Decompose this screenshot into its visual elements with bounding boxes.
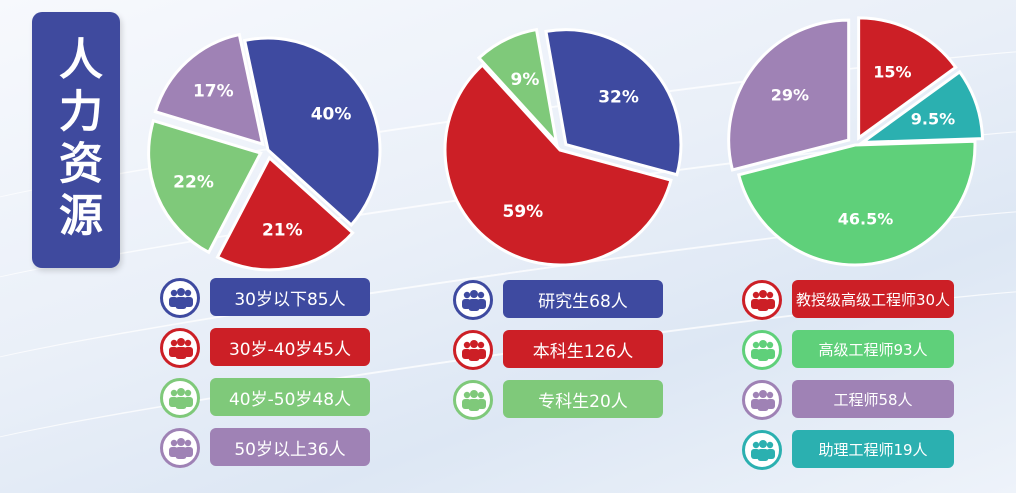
- legend-item: 教授级高级工程师30人: [742, 280, 954, 320]
- legend-item: 研究生68人: [453, 280, 663, 320]
- slice-label: 9%: [511, 70, 540, 90]
- people-icon: [160, 328, 200, 368]
- legend-label: 30岁-40岁45人: [210, 328, 370, 366]
- legend-item: 本科生126人: [453, 330, 663, 370]
- slice-label: 46.5%: [838, 210, 894, 229]
- pie-slice: [857, 69, 985, 145]
- people-icon: [160, 278, 200, 318]
- slice-label: 59%: [503, 202, 544, 222]
- pie-slice: [476, 27, 559, 148]
- people-icon: [742, 380, 782, 420]
- people-icon: [742, 430, 782, 470]
- legend-label: 50岁以上36人: [210, 428, 370, 466]
- slice-label: 32%: [598, 88, 639, 108]
- slice-label: 22%: [173, 172, 214, 192]
- legend-item: 30岁以下85人: [160, 278, 370, 318]
- pie-chart-title: 15% 9.5% 46.5% 29%: [727, 16, 985, 267]
- legend-label: 研究生68人: [503, 280, 663, 318]
- legend-item: 专科生20人: [453, 380, 663, 420]
- slice-label: 40%: [311, 105, 352, 125]
- legend-label: 助理工程师19人: [792, 430, 954, 468]
- people-icon: [453, 330, 493, 370]
- legend-label: 40岁-50岁48人: [210, 378, 370, 416]
- people-icon: [742, 280, 782, 320]
- legend-label: 教授级高级工程师30人: [792, 280, 954, 318]
- pie-slice: [242, 36, 382, 228]
- people-icon: [742, 330, 782, 370]
- people-icon: [453, 380, 493, 420]
- pie-chart-age: 40% 21% 22% 17%: [147, 32, 382, 272]
- pie-slice: [153, 32, 265, 147]
- legend-label: 工程师58人: [792, 380, 954, 418]
- pie-slice: [727, 18, 851, 172]
- pie-slice: [736, 139, 977, 267]
- pie-slice: [857, 16, 958, 141]
- pie-slice: [544, 28, 683, 177]
- pie-chart-education: 32% 59% 9%: [443, 27, 683, 267]
- slice-label: 29%: [771, 85, 809, 104]
- pie-slice: [215, 155, 355, 272]
- slice-label: 17%: [193, 82, 234, 102]
- pie-slice: [147, 118, 263, 255]
- slice-label: 21%: [262, 221, 303, 241]
- people-icon: [160, 428, 200, 468]
- legend-item: 工程师58人: [742, 380, 954, 420]
- slice-label: 15%: [873, 63, 911, 82]
- people-icon: [453, 280, 493, 320]
- legend-label: 专科生20人: [503, 380, 663, 418]
- pie-slice: [443, 62, 673, 267]
- legend-item: 高级工程师93人: [742, 330, 954, 370]
- page-title: 人力资源: [32, 12, 120, 268]
- legend-label: 高级工程师93人: [792, 330, 954, 368]
- slice-label: 9.5%: [911, 109, 955, 128]
- legend-label: 本科生126人: [503, 330, 663, 368]
- legend-item: 50岁以上36人: [160, 428, 370, 468]
- legend-item: 助理工程师19人: [742, 430, 954, 470]
- legend-item: 40岁-50岁48人: [160, 378, 370, 418]
- people-icon: [160, 378, 200, 418]
- legend-item: 30岁-40岁45人: [160, 328, 370, 368]
- legend-label: 30岁以下85人: [210, 278, 370, 316]
